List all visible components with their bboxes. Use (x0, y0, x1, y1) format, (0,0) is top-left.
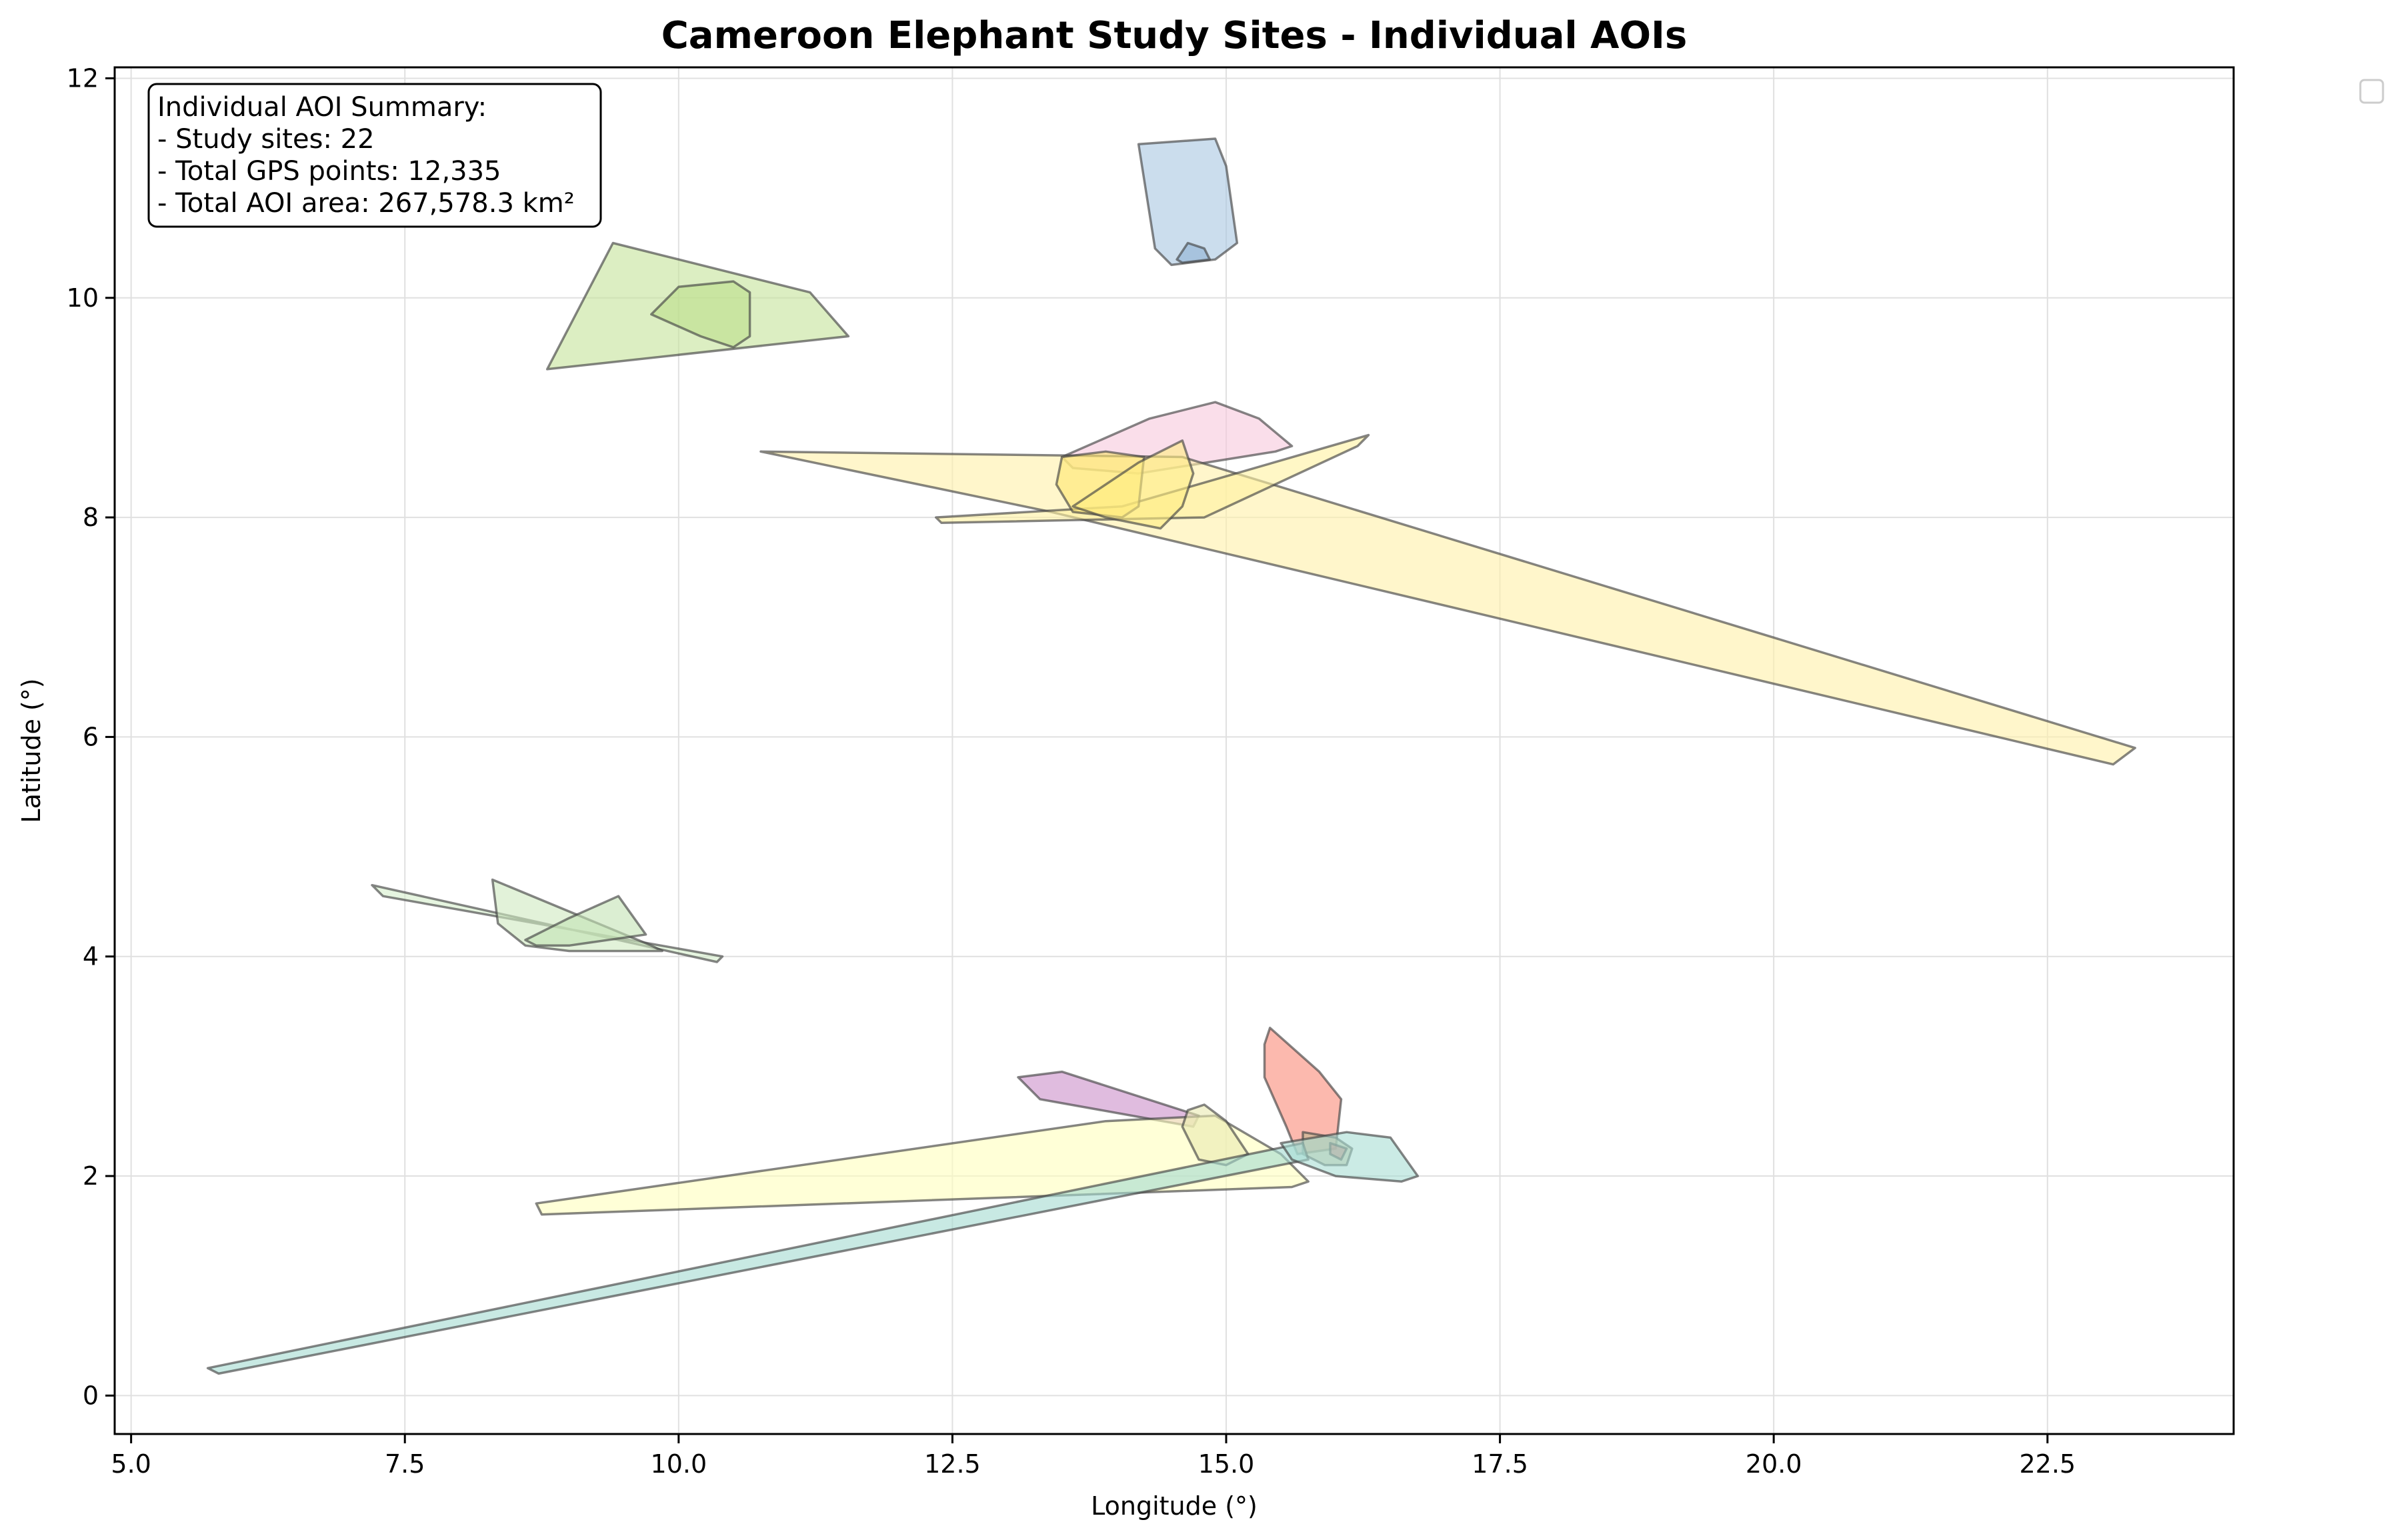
chart-title: Cameroon Elephant Study Sites - Individu… (661, 14, 1688, 57)
x-axis-label: Longitude (°) (1091, 1491, 1258, 1521)
annotation-line-4: - Total AOI area: 267,578.3 km² (157, 188, 575, 219)
x-tick-label: 10.0 (651, 1449, 707, 1479)
x-tick-label: 12.5 (924, 1449, 981, 1479)
axis-ticks: 5.0 7.5 10.0 12.5 15.0 17.5 20.0 22.5 0 2 4 6 8 10 12 (67, 63, 2076, 1479)
annotation-line-1: Individual AOI Summary: (157, 92, 487, 123)
summary-annotation: Individual AOI Summary: - Study sites: 2… (147, 83, 602, 228)
aoi-polygon-20 (1280, 1131, 1420, 1183)
x-tick-label: 7.5 (385, 1449, 425, 1479)
legend-box (2359, 79, 2384, 104)
y-tick-label: 6 (83, 722, 99, 751)
y-tick-label: 10 (67, 283, 99, 313)
x-tick-label: 20.0 (1746, 1449, 1802, 1479)
y-tick-label: 0 (83, 1381, 99, 1410)
x-tick-label: 15.0 (1198, 1449, 1255, 1479)
annotation-box (147, 83, 602, 228)
plot-frame (113, 66, 2235, 1435)
annotation-line-3: - Total GPS points: 12,335 (157, 156, 501, 187)
y-tick-label: 2 (83, 1161, 99, 1191)
y-tick-label: 8 (83, 503, 99, 532)
x-tick-label: 22.5 (2019, 1449, 2076, 1479)
annotation-line-2: - Study sites: 22 (157, 124, 375, 155)
aoi-polygon-2 (1175, 241, 1212, 264)
aoi-polygon-4 (650, 280, 751, 349)
y-tick-label: 4 (83, 942, 99, 971)
aoi-polygon-9 (1071, 439, 1195, 530)
aoi-polygon-1 (1137, 137, 1239, 267)
y-tick-label: 12 (67, 63, 99, 93)
aoi-polygons (206, 137, 2136, 1375)
x-tick-label: 17.5 (1472, 1449, 1528, 1479)
aoi-polygon-12 (524, 895, 647, 947)
x-tick-label: 5.0 (111, 1449, 151, 1479)
y-axis-label: Latitude (°) (17, 678, 46, 823)
